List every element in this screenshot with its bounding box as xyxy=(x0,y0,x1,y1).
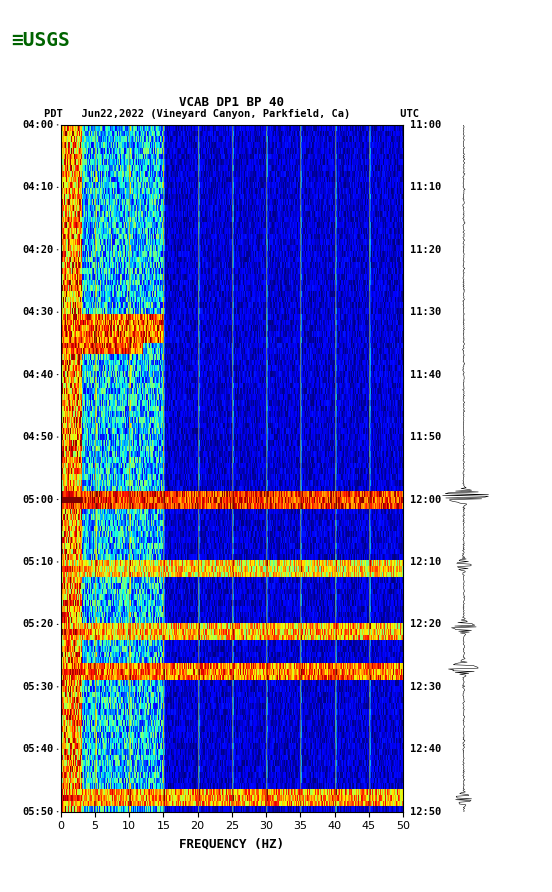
Text: 11:20: 11:20 xyxy=(410,244,441,255)
Text: 12:50: 12:50 xyxy=(410,806,441,817)
Text: 04:50: 04:50 xyxy=(23,432,54,442)
Text: 04:00: 04:00 xyxy=(23,120,54,130)
Text: 05:10: 05:10 xyxy=(23,557,54,567)
Text: 12:10: 12:10 xyxy=(410,557,441,567)
Text: 05:30: 05:30 xyxy=(23,681,54,692)
Text: 12:20: 12:20 xyxy=(410,619,441,630)
Text: ≡USGS: ≡USGS xyxy=(11,31,70,50)
Text: 05:20: 05:20 xyxy=(23,619,54,630)
Text: 11:30: 11:30 xyxy=(410,307,441,318)
Text: 12:00: 12:00 xyxy=(410,494,441,505)
Text: VCAB DP1 BP 40: VCAB DP1 BP 40 xyxy=(179,96,284,109)
Text: 04:20: 04:20 xyxy=(23,244,54,255)
Text: 04:10: 04:10 xyxy=(23,182,54,193)
Text: 04:40: 04:40 xyxy=(23,369,54,380)
Text: 05:40: 05:40 xyxy=(23,744,54,755)
Text: 11:10: 11:10 xyxy=(410,182,441,193)
Text: 05:50: 05:50 xyxy=(23,806,54,817)
Text: PDT   Jun22,2022 (Vineyard Canyon, Parkfield, Ca)        UTC: PDT Jun22,2022 (Vineyard Canyon, Parkfie… xyxy=(44,109,420,120)
Text: 12:30: 12:30 xyxy=(410,681,441,692)
Text: 04:30: 04:30 xyxy=(23,307,54,318)
Text: 11:00: 11:00 xyxy=(410,120,441,130)
Text: 11:50: 11:50 xyxy=(410,432,441,442)
Text: 05:00: 05:00 xyxy=(23,494,54,505)
Text: 12:40: 12:40 xyxy=(410,744,441,755)
Text: 11:40: 11:40 xyxy=(410,369,441,380)
X-axis label: FREQUENCY (HZ): FREQUENCY (HZ) xyxy=(179,837,284,850)
